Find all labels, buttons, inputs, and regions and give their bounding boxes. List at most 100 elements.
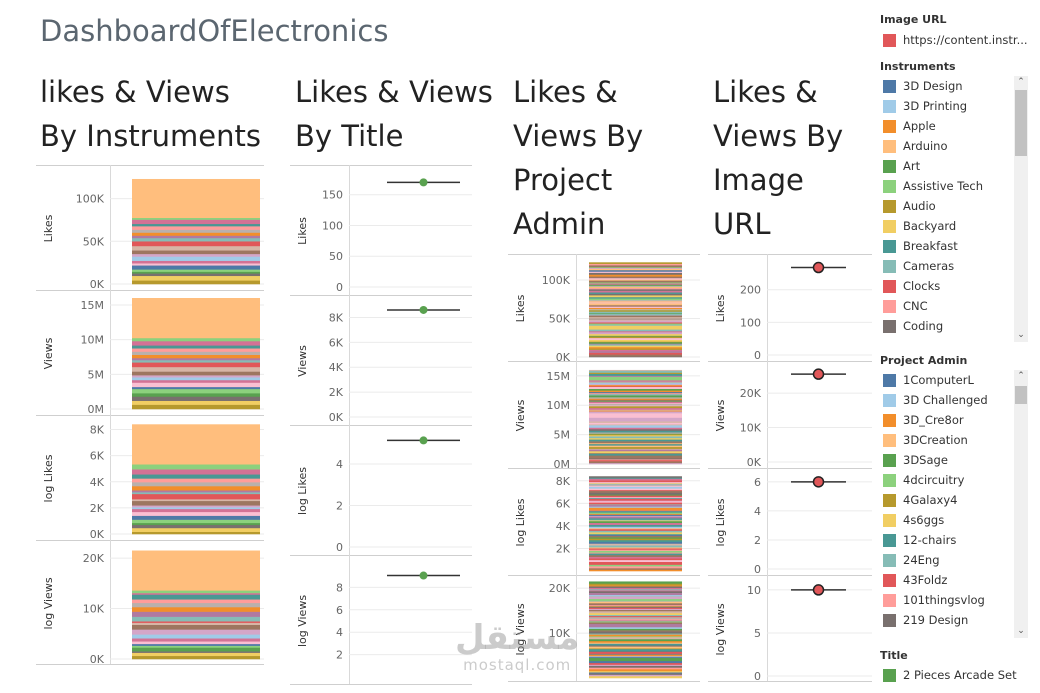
stacked-bar-segment (589, 635, 682, 637)
legend-item[interactable]: 1ComputerL (883, 370, 1010, 390)
chart-panel[interactable]: 0K 10K 20K Views (708, 361, 872, 469)
legend-item[interactable]: 3D Design (883, 76, 1010, 96)
legend-item[interactable]: Backyard (883, 216, 1010, 236)
legend-item[interactable]: 3DCreation (883, 430, 1010, 450)
legend-item[interactable]: 12-chairs (883, 530, 1010, 550)
stacked-bar-segment (589, 370, 682, 373)
stacked-bar-segment (589, 566, 682, 569)
legend-item[interactable]: 43Foldz (883, 570, 1010, 590)
stacked-bar-segment (589, 393, 682, 396)
legend-item[interactable]: Cameras (883, 256, 1010, 276)
chart-project-admin[interactable]: 0K 50K 100K Likes 0M 5M 10M 15M Views 2K 4K 6K 8K log… (508, 254, 700, 686)
stacked-bar-segment (589, 351, 682, 353)
chart-panel[interactable]: 2K 4K 6K 8K log Likes (508, 468, 700, 575)
scroll-down-arrow-icon[interactable]: ⌄ (1017, 626, 1025, 636)
chart-panel[interactable]: 0M 5M 10M 15M Views (508, 361, 700, 471)
scroll-thumb[interactable] (1015, 386, 1027, 404)
legend-item[interactable]: Apple (883, 116, 1010, 136)
legend-item[interactable]: Art (883, 156, 1010, 176)
y-axis-label: Views (514, 399, 527, 431)
legend-item[interactable]: 3DSage (883, 450, 1010, 470)
stacked-bar-segment (589, 399, 682, 401)
stacked-bar-segment (132, 493, 260, 500)
stacked-bar-segment (132, 624, 260, 630)
legend-item[interactable]: 3D Challenged (883, 390, 1010, 410)
legend-project-admin-title: Project Admin (880, 354, 968, 367)
stacked-bar-segment (132, 490, 260, 493)
chart-panel[interactable]: 2 4 6 8 log Views (290, 555, 472, 685)
chart-panel[interactable]: 0K 50K 100K Likes (36, 165, 264, 291)
chart-panel[interactable]: 10K 20K log Views (508, 575, 700, 682)
chart-panel[interactable]: 0M 5M 10M 15M Views (36, 290, 264, 416)
stacked-bar-segment (589, 318, 682, 320)
legend-item[interactable]: Coding (883, 316, 1010, 336)
legend-item[interactable]: Breakfast (883, 236, 1010, 256)
chart-panel[interactable]: 0 100 200 Likes (708, 254, 872, 362)
legend-item[interactable]: CNC (883, 296, 1010, 316)
scroll-up-arrow-icon[interactable]: ⌃ (1017, 371, 1025, 381)
legend-item[interactable]: 2 Pieces Arcade Set (883, 665, 1031, 685)
stacked-bar-segment (589, 332, 682, 335)
legend-item[interactable]: 3D Printing (883, 96, 1010, 116)
legend-swatch (883, 33, 896, 47)
stacked-bar-segment (589, 341, 682, 344)
y-axis-label: log Likes (514, 498, 527, 546)
stacked-bar-segment (132, 223, 260, 227)
stacked-bar-segment (589, 439, 682, 442)
legend-item[interactable]: 101thingsvlog (883, 590, 1010, 610)
legend-swatch (883, 159, 896, 173)
stacked-bar-segment (589, 286, 682, 288)
stacked-bar-segment (132, 393, 260, 397)
legend-item[interactable]: 24Eng (883, 550, 1010, 570)
stacked-bar-segment (589, 514, 682, 516)
chart-panel[interactable]: 0 50 100 150 Likes (290, 165, 472, 295)
chart-panel[interactable]: 0K 50K 100K Likes (508, 254, 700, 364)
stacked-bar-segment (132, 594, 260, 600)
chart-panel[interactable]: 0K 2K 4K 6K 8K Views (290, 295, 472, 425)
legend-item[interactable]: https://content.instr... (883, 30, 1031, 50)
stacked-bar-segment (589, 352, 682, 355)
stacked-bar-segment (589, 554, 682, 557)
scroll-down-arrow-icon[interactable]: ⌄ (1017, 330, 1025, 340)
stacked-bar-segment (589, 402, 682, 404)
chart-panel[interactable]: 0 2 4 6 log Likes (708, 468, 872, 576)
legend-item[interactable]: Audio (883, 196, 1010, 216)
chart-panel[interactable]: 0 2 4 log Likes (290, 425, 472, 555)
stacked-bar-segment (589, 614, 682, 617)
legend-item[interactable]: Assistive Tech (883, 176, 1010, 196)
y-tick-label: 0 (336, 541, 343, 554)
legend-item-label: Backyard (903, 219, 957, 233)
legend-item[interactable]: Clocks (883, 276, 1010, 296)
stacked-bar-segment (589, 448, 682, 450)
legend-project-admin-scrollbar[interactable]: ⌃ ⌄ (1014, 370, 1028, 638)
legend-item[interactable]: 3D_Cre8or (883, 410, 1010, 430)
legend-item[interactable]: 4s6ggs (883, 510, 1010, 530)
scroll-thumb[interactable] (1015, 90, 1027, 156)
stacked-bar-segment (132, 522, 260, 526)
chart-image-url[interactable]: 0 100 200 Likes 0K 10K 20K Views 0 2 4 6 log Likes 0 5… (708, 254, 872, 686)
stacked-bar-segment (589, 455, 682, 457)
y-tick-label: 150 (322, 189, 343, 202)
chart-title[interactable]: 0 50 100 150 Likes 0K 2K 4K 6K 8K Views 0 2 4 log Like… (290, 165, 472, 685)
stacked-bar-segment (132, 382, 260, 388)
stacked-bar-segment (132, 377, 260, 381)
stacked-bar-segment (589, 390, 682, 393)
legend-item[interactable]: Arduino (883, 136, 1010, 156)
stacked-bar-segment (589, 316, 682, 319)
legend-item[interactable]: 219 Design (883, 610, 1010, 630)
stacked-bar-segment (589, 398, 682, 400)
legend-item[interactable]: 4dcircuitry (883, 470, 1010, 490)
stacked-bar-segment (589, 410, 682, 412)
chart-panel[interactable]: 0 5 10 log Views (708, 575, 872, 683)
stacked-bar-segment (132, 271, 260, 274)
chart-instruments[interactable]: 0K 50K 100K Likes 0M 5M 10M 15M Views 0K 2K 4K 6K 8K l… (36, 165, 264, 665)
stacked-bar-segment (589, 373, 682, 376)
stacked-bar-segment (589, 648, 682, 650)
chart-panel[interactable]: 0K 10K 20K log Views (36, 540, 264, 665)
stacked-bar-segment (132, 655, 260, 660)
legend-item[interactable]: 4Galaxy4 (883, 490, 1010, 510)
chart-panel[interactable]: 0K 2K 4K 6K 8K log Likes (36, 415, 264, 541)
stacked-bar-segment (132, 492, 260, 495)
scroll-up-arrow-icon[interactable]: ⌃ (1017, 77, 1025, 87)
legend-instruments-scrollbar[interactable]: ⌃ ⌄ (1014, 76, 1028, 342)
